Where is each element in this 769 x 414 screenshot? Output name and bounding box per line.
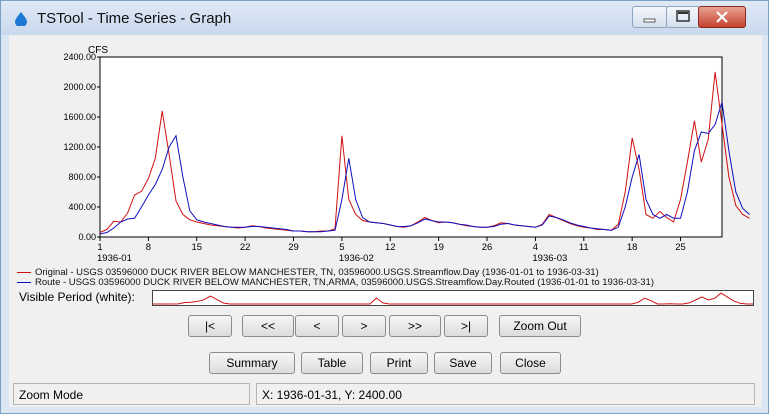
legend-original-text: Original - USGS 03596000 DUCK RIVER BELO… [35,267,599,278]
y-tick-label: 1600.00 [63,112,96,122]
zoom-out-button[interactable]: Zoom Out [499,315,581,337]
time-series-chart[interactable]: CFS 0.00 400.00 800.00 1200.00 1600.00 2000.00… [9,35,762,265]
water-drop-icon [15,12,27,26]
page-forward-button[interactable]: >> [389,315,441,337]
minimize-icon [643,18,656,23]
x-tick-label: 18 [627,242,638,253]
y-tick-label: 0.00 [78,232,96,242]
y-tick-label: 1200.00 [63,142,96,152]
last-period-button[interactable]: >| [444,315,488,337]
summary-button[interactable]: Summary [209,352,295,374]
maximize-button[interactable] [666,6,700,28]
table-button[interactable]: Table [301,352,363,374]
x-tick-label: 4 [533,242,538,253]
red-line-swatch-icon [17,271,31,273]
x-month-label: 1936-01 [97,253,132,264]
mode-status: Zoom Mode [13,383,250,405]
page-back-button[interactable]: << [242,315,294,337]
step-forward-button[interactable]: > [342,315,386,337]
minimize-button[interactable] [632,6,668,28]
original-series-line [99,71,750,233]
x-month-label: 1936-03 [532,253,567,264]
x-tick-label: 22 [240,242,251,253]
x-tick-label: 29 [288,242,299,253]
x-tick-label: 12 [385,242,396,253]
save-button[interactable]: Save [434,352,492,374]
first-period-button[interactable]: |< [188,315,232,337]
maximize-icon [676,10,690,22]
title-bar[interactable]: TSTool - Time Series - Graph [1,1,768,35]
legend-entry-route: Route - USGS 03596000 DUCK RIVER BELOW M… [17,277,654,288]
blue-line-swatch-icon [17,281,31,283]
x-tick-label: 26 [482,242,493,253]
x-month-label: 1936-02 [339,253,374,264]
y-tick-label: 2000.00 [63,82,96,92]
x-tick-label: 1 [97,242,102,253]
x-tick-label: 8 [146,242,151,253]
y-axis-label: CFS [88,45,108,56]
x-tick-label: 11 [579,242,589,253]
print-button[interactable]: Print [370,352,428,374]
y-tick-label: 2400.00 [63,52,96,62]
x-tick-label: 5 [339,242,344,253]
overview-series-line [153,292,753,305]
coordinate-status: X: 1936-01-31, Y: 2400.00 [256,383,755,405]
step-back-button[interactable]: < [295,315,339,337]
close-button[interactable]: Close [500,352,561,374]
close-window-button[interactable] [698,6,746,28]
route-series-line [99,101,750,235]
visible-period-overview[interactable] [152,290,754,306]
window-title: TSTool - Time Series - Graph [37,10,232,27]
y-tick-label: 400.00 [68,202,96,212]
legend-route-text: Route - USGS 03596000 DUCK RIVER BELOW M… [35,277,655,288]
x-tick-label: 25 [675,242,686,253]
close-icon [716,11,728,23]
graph-panel: CFS 0.00 400.00 800.00 1200.00 1600.00 2000.00… [9,35,762,407]
legend-entry-original: Original - USGS 03596000 DUCK RIVER BELO… [17,267,599,278]
plot-area [99,56,723,238]
y-tick-label: 800.00 [68,172,96,182]
visible-period-label: Visible Period (white): [19,290,135,304]
x-tick-label: 19 [433,242,444,253]
x-tick-label: 15 [191,242,202,253]
